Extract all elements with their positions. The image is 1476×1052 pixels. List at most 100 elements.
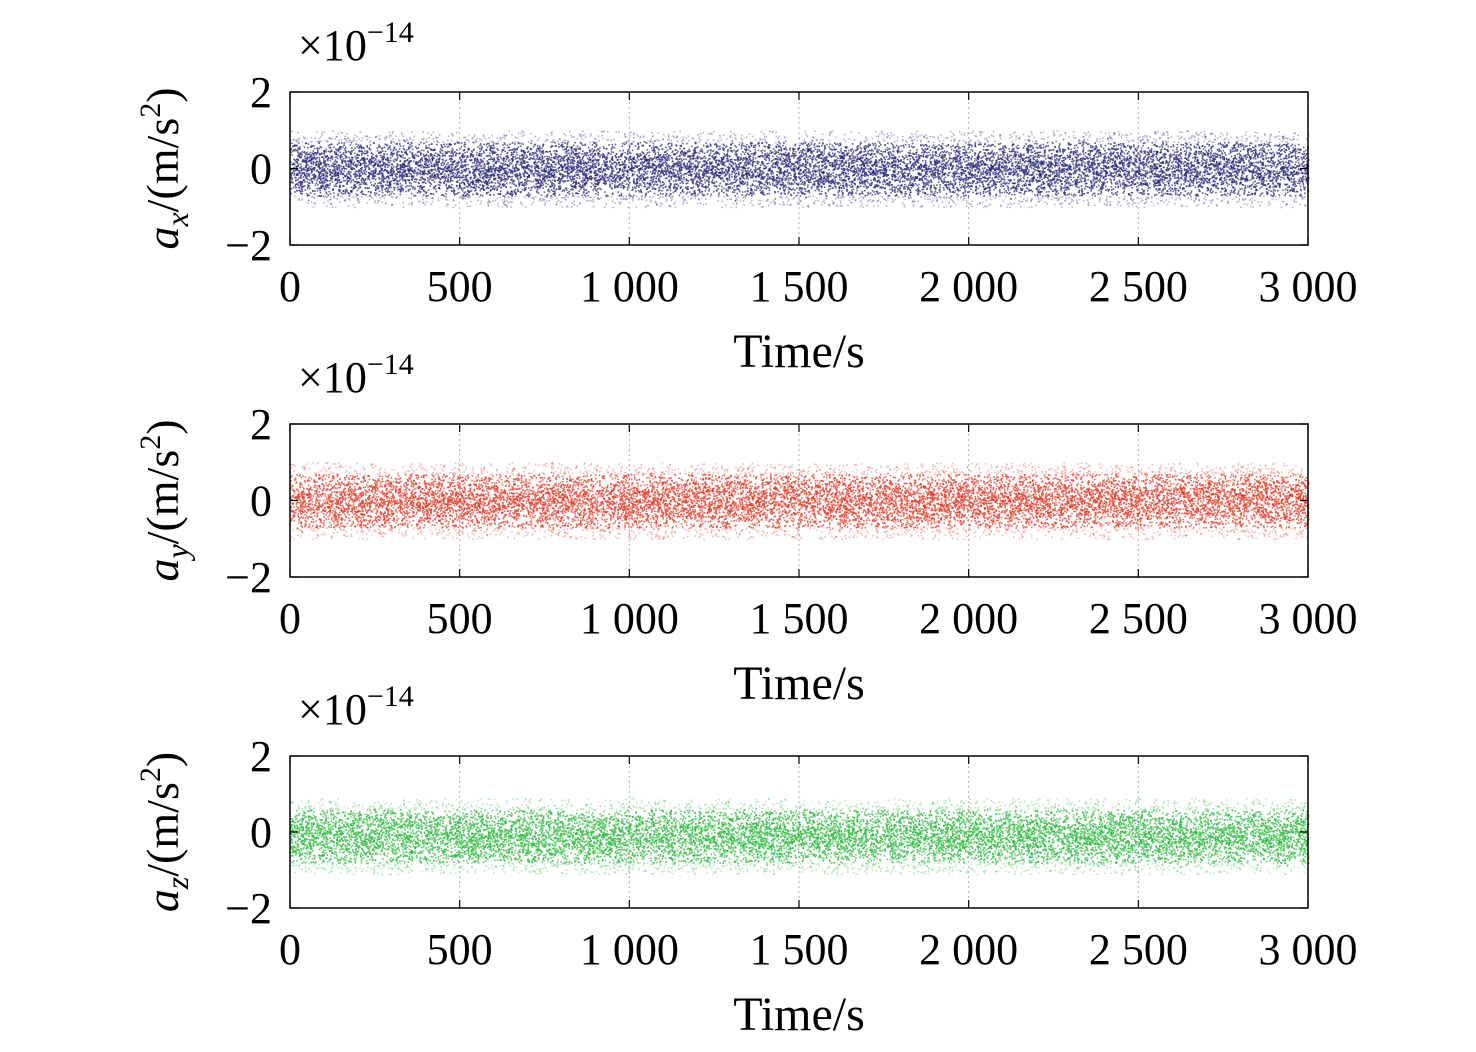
scatter-point — [472, 194, 474, 196]
scatter-point — [314, 179, 316, 181]
scatter-point — [1047, 137, 1049, 139]
scatter-point — [412, 149, 414, 151]
scatter-point — [1239, 199, 1241, 201]
scatter-point — [512, 167, 514, 169]
scatter-point — [918, 187, 920, 189]
scatter-point — [657, 159, 659, 161]
scatter-point — [572, 176, 574, 178]
scatter-point — [1205, 199, 1207, 201]
scatter-point — [454, 166, 456, 168]
scatter-point — [889, 138, 891, 140]
scatter-point — [772, 172, 774, 174]
scatter-point — [753, 169, 755, 171]
scatter-point — [526, 183, 528, 185]
scatter-point — [570, 162, 572, 164]
scatter-point — [899, 151, 901, 153]
scatter-point — [1215, 181, 1217, 183]
scatter-point — [1185, 145, 1187, 147]
scatter-point — [442, 159, 444, 161]
scatter-point — [682, 143, 684, 145]
scatter-point — [540, 159, 542, 161]
scatter-point — [462, 181, 464, 183]
scatter-point — [1017, 179, 1019, 181]
scatter-point — [839, 182, 841, 184]
scatter-point — [332, 131, 334, 133]
scatter-point — [1039, 147, 1041, 149]
scatter-point — [427, 151, 429, 153]
scatter-point — [1119, 133, 1121, 135]
scatter-point — [339, 201, 341, 203]
scatter-point — [1208, 205, 1210, 207]
scatter-point — [1008, 190, 1010, 192]
scatter-point — [393, 149, 395, 151]
scatter-point — [415, 146, 417, 148]
scatter-point — [929, 136, 931, 138]
scatter-point — [666, 201, 668, 203]
scatter-point — [774, 185, 776, 187]
scatter-point — [343, 180, 345, 182]
scatter-point — [402, 155, 404, 157]
scatter-point — [710, 194, 712, 196]
scatter-point — [589, 157, 591, 159]
scatter-point — [883, 134, 885, 136]
scatter-point — [1076, 200, 1078, 202]
scatter-point — [1128, 206, 1130, 208]
scatter-point — [613, 170, 615, 172]
scatter-point — [1169, 188, 1171, 190]
scatter-point — [817, 149, 819, 151]
scatter-point — [756, 162, 758, 164]
scatter-point — [567, 197, 569, 199]
scatter-point — [932, 155, 934, 157]
scatter-point — [760, 190, 762, 192]
scatter-point — [652, 186, 654, 188]
scatter-point — [1060, 151, 1062, 153]
scatter-point — [629, 146, 631, 148]
scatter-point — [1177, 135, 1179, 137]
scatter-point — [647, 171, 649, 173]
scatter-point — [563, 146, 565, 148]
scatter-point — [1242, 188, 1244, 190]
scatter-point — [1073, 135, 1075, 137]
scatter-point — [902, 136, 904, 138]
scatter-point — [971, 170, 973, 172]
scatter-point — [615, 132, 617, 134]
scatter-point — [750, 202, 752, 204]
scatter-point — [1084, 163, 1086, 165]
scatter-point — [1041, 138, 1043, 140]
scatter-point — [1047, 196, 1049, 198]
scatter-point — [1273, 194, 1275, 196]
scatter-point — [1196, 179, 1198, 181]
scatter-point — [867, 165, 869, 167]
scatter-point — [1256, 183, 1258, 185]
scatter-point — [1172, 184, 1174, 186]
scatter-point — [1233, 161, 1235, 163]
scatter-point — [772, 152, 774, 154]
scatter-point — [343, 191, 345, 193]
scatter-point — [932, 136, 934, 138]
scatter-point — [964, 132, 966, 134]
scatter-point — [867, 192, 869, 194]
scatter-point — [554, 164, 556, 166]
scatter-point — [428, 189, 430, 191]
scatter-point — [925, 198, 927, 200]
scatter-point — [425, 195, 427, 197]
scatter-point — [311, 201, 313, 203]
scatter-point — [802, 183, 804, 185]
scatter-point — [487, 202, 489, 204]
scatter-point — [929, 176, 931, 178]
scatter-point — [813, 181, 815, 183]
scatter-point — [353, 179, 355, 181]
scatter-point — [787, 187, 789, 189]
scatter-point — [527, 146, 529, 148]
scatter-point — [673, 192, 675, 194]
scatter-point — [1223, 150, 1225, 152]
scatter-point — [579, 184, 581, 186]
scatter-point — [1241, 175, 1243, 177]
scatter-point — [1169, 180, 1171, 182]
scatter-point — [741, 148, 743, 150]
scatter-point — [1191, 190, 1193, 192]
scatter-point — [1171, 171, 1173, 173]
scatter-point — [656, 181, 658, 183]
scatter-point — [568, 168, 570, 170]
scatter-point — [925, 160, 927, 162]
